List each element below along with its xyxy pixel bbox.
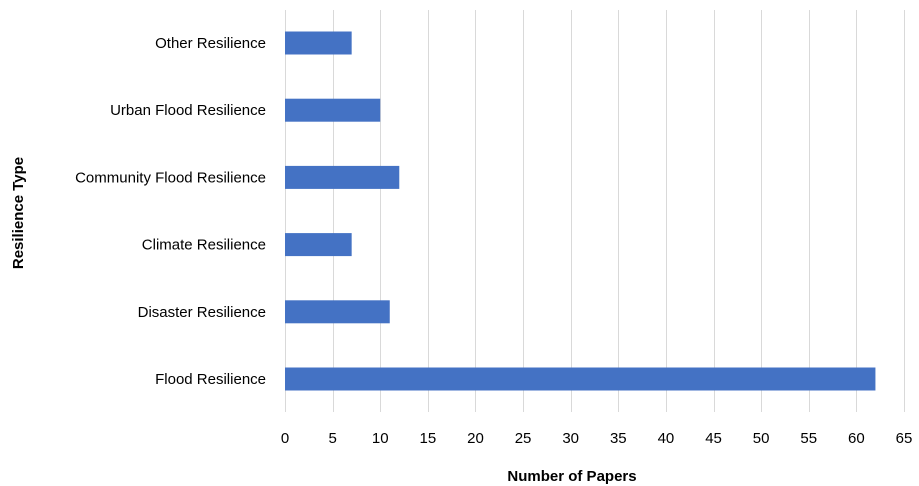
x-tick-label: 30 xyxy=(562,430,579,447)
category-labels: Other Resilience Urban Flood Resilience Co… xyxy=(75,35,266,388)
x-tick-label: 50 xyxy=(753,430,770,447)
bar xyxy=(285,98,381,122)
bar xyxy=(285,165,400,189)
y-axis-title: Resilience Type xyxy=(10,157,27,269)
x-tick-label: 0 xyxy=(281,430,289,447)
bar xyxy=(285,367,876,391)
bars xyxy=(285,31,876,391)
gridlines xyxy=(285,10,905,412)
x-tick-label: 20 xyxy=(467,430,484,447)
bar xyxy=(285,31,352,55)
x-tick-labels: 0 5 10 15 20 25 30 35 40 45 50 55 60 65 xyxy=(281,430,913,447)
x-tick-label: 45 xyxy=(705,430,722,447)
x-tick-label: 60 xyxy=(848,430,865,447)
x-tick-label: 65 xyxy=(896,430,913,447)
x-tick-label: 40 xyxy=(658,430,675,447)
x-tick-label: 35 xyxy=(610,430,627,447)
x-tick-label: 10 xyxy=(372,430,389,447)
x-tick-label: 5 xyxy=(328,430,336,447)
x-tick-label: 55 xyxy=(800,430,817,447)
x-tick-label: 25 xyxy=(515,430,532,447)
category-label: Disaster Resilience xyxy=(138,304,266,321)
category-label: Other Resilience xyxy=(155,35,266,52)
x-axis-title: Number of Papers xyxy=(507,468,636,485)
category-label: Flood Resilience xyxy=(155,371,266,388)
category-label: Climate Resilience xyxy=(142,237,266,254)
category-label: Community Flood Resilience xyxy=(75,169,266,186)
category-label: Urban Flood Resilience xyxy=(110,102,266,119)
x-tick-label: 15 xyxy=(420,430,437,447)
bar xyxy=(285,233,352,257)
bar xyxy=(285,300,390,324)
